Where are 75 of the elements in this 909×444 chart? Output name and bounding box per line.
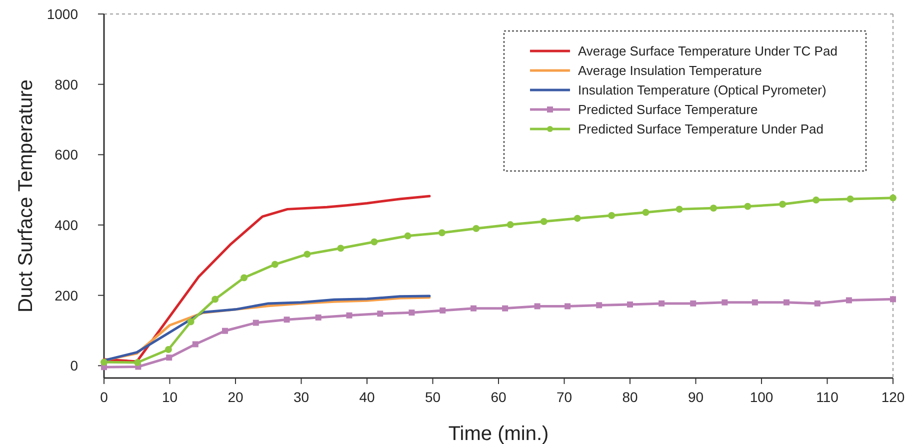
point (377, 310, 384, 317)
x-axis-title: Time (min.) (448, 423, 549, 444)
x-tick-label: 60 (490, 389, 506, 405)
point (315, 314, 322, 321)
x-tick-label: 50 (424, 389, 441, 405)
point (846, 297, 852, 304)
point (240, 274, 248, 282)
point (658, 300, 665, 306)
point (846, 195, 854, 202)
point (472, 225, 480, 232)
x-tick-label: 120 (881, 389, 905, 405)
point (506, 221, 514, 228)
legend-label: Predicted Surface Temperature (578, 102, 758, 117)
point (212, 296, 219, 303)
point (890, 194, 896, 202)
point (337, 244, 344, 252)
point (814, 300, 820, 306)
legend-label: Average Surface Temperature Under TC Pad (578, 44, 838, 58)
point (192, 341, 198, 348)
point (783, 299, 790, 306)
legend-label: Average Insulation Temperature (578, 63, 762, 78)
x-tick-label: 110 (816, 389, 839, 405)
point (564, 303, 571, 310)
point (346, 312, 352, 318)
point (100, 358, 108, 366)
x-tick-label: 30 (293, 389, 310, 405)
y-tick-label: 200 (54, 287, 78, 304)
y-tick-label: 1000 (46, 6, 78, 22)
x-tick-label: 90 (688, 389, 704, 405)
y-axis-title: Duct Surface Temperature (15, 79, 37, 313)
point (164, 346, 172, 354)
point (304, 250, 311, 258)
y-tick-label: 400 (54, 217, 78, 234)
point (676, 206, 683, 213)
y-tick-label: 600 (54, 146, 78, 163)
point (438, 229, 446, 236)
point (370, 238, 378, 246)
point (812, 196, 820, 204)
point (710, 204, 718, 212)
point (440, 307, 446, 314)
point (502, 305, 508, 312)
point (284, 316, 290, 323)
x-tick-label: 100 (750, 389, 774, 405)
x-tick-label: 40 (359, 389, 375, 405)
point (596, 302, 602, 308)
point (744, 202, 752, 210)
point (534, 303, 540, 310)
point (187, 318, 194, 326)
point (574, 214, 581, 222)
point (752, 299, 758, 306)
x-tick-label: 0 (100, 389, 108, 405)
x-tick-label: 70 (556, 389, 572, 405)
point (166, 354, 172, 361)
point (627, 301, 633, 308)
y-tick-label: 0 (70, 358, 78, 374)
point (222, 328, 228, 334)
point (642, 208, 650, 216)
point (722, 299, 728, 306)
x-tick-label: 20 (228, 389, 244, 405)
point (540, 218, 548, 225)
point (890, 296, 896, 302)
point (408, 310, 415, 316)
point (690, 300, 696, 306)
x-tick-label: 10 (162, 389, 178, 405)
point (608, 212, 616, 220)
legend-label: Insulation Temperature (Optical Pyrometer) (578, 82, 826, 98)
point (470, 305, 477, 312)
point (404, 232, 412, 240)
point (134, 359, 142, 366)
point (252, 320, 259, 326)
y-tick-label: 800 (54, 76, 78, 92)
x-tick-label: 80 (622, 389, 638, 405)
point (779, 200, 786, 208)
point (271, 260, 278, 268)
legend-label: Predicted Surface Temperature Under Pad (578, 122, 824, 136)
